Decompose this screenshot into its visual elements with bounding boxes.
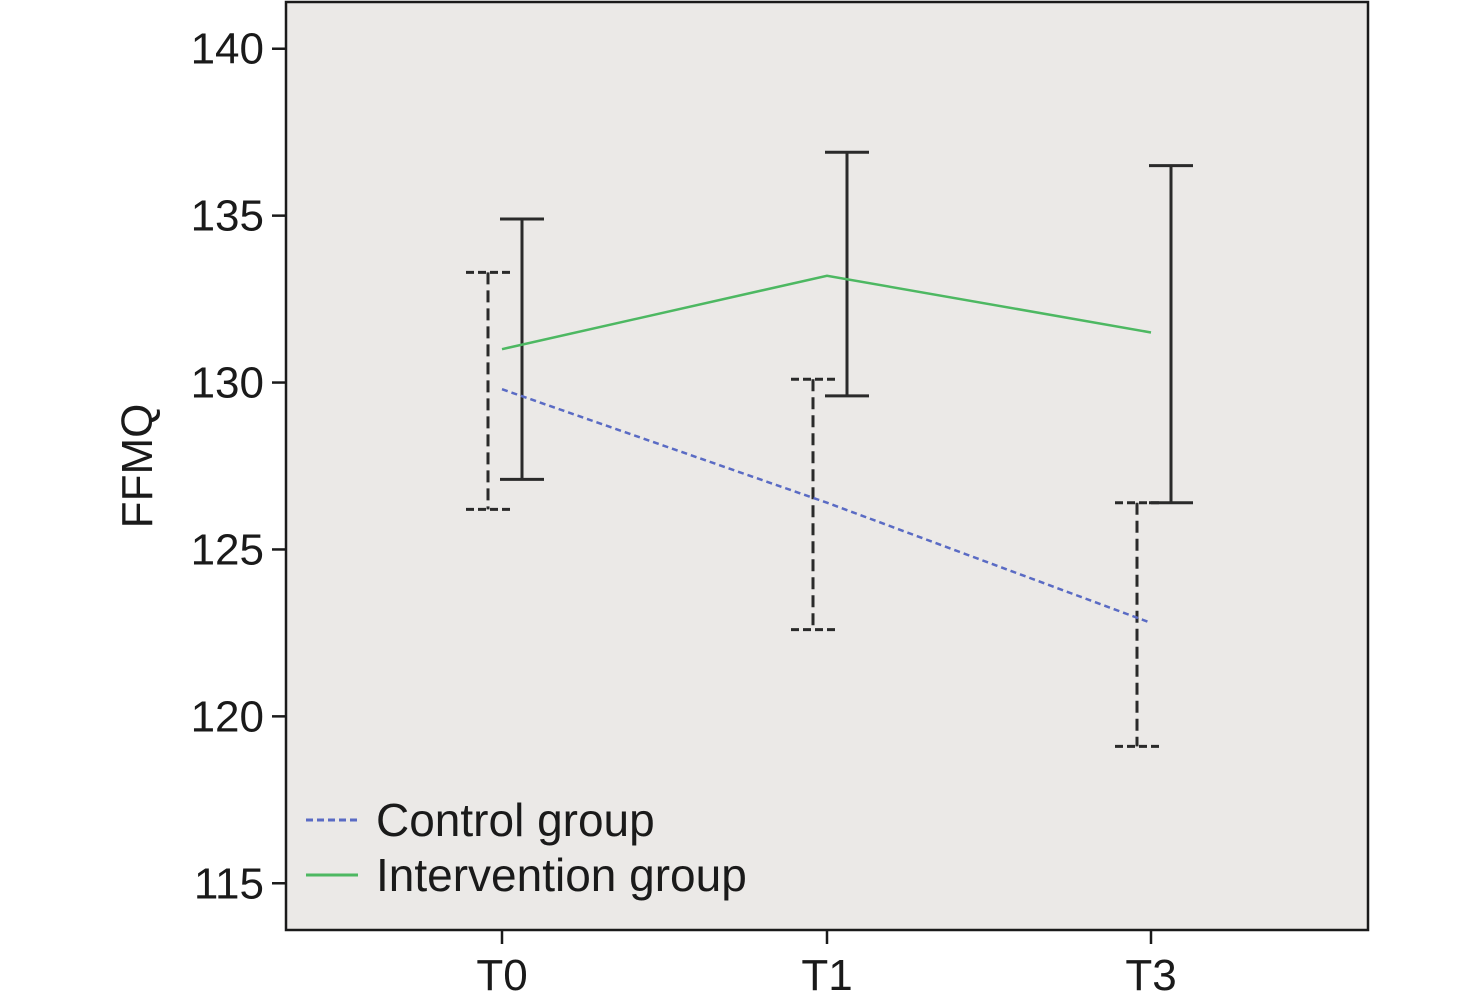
error-bars (466, 150, 1193, 748)
x-tick-label: T3 (1125, 951, 1176, 1000)
y-axis: 115 120 125 130 135 140 (191, 25, 286, 908)
x-tick-label: T0 (476, 951, 527, 1000)
legend-label: Intervention group (376, 849, 747, 901)
legend-label: Control group (376, 794, 655, 846)
series-line-intervention (501, 274, 1152, 351)
series-lines (501, 274, 1152, 625)
y-axis-label: FFMQ (113, 404, 162, 529)
y-tick-label: 140 (191, 25, 264, 74)
plot-area (284, 0, 1370, 932)
x-tick-label: T1 (801, 951, 852, 1000)
y-tick-label: 125 (191, 525, 264, 574)
y-tick-label: 130 (191, 359, 264, 408)
series-line-control (501, 388, 1152, 625)
y-tick-label: 115 (194, 859, 264, 908)
x-axis: T0 T1 T3 (476, 930, 1177, 1000)
y-tick-label: 120 (191, 692, 264, 741)
y-tick-label: 135 (191, 192, 264, 241)
